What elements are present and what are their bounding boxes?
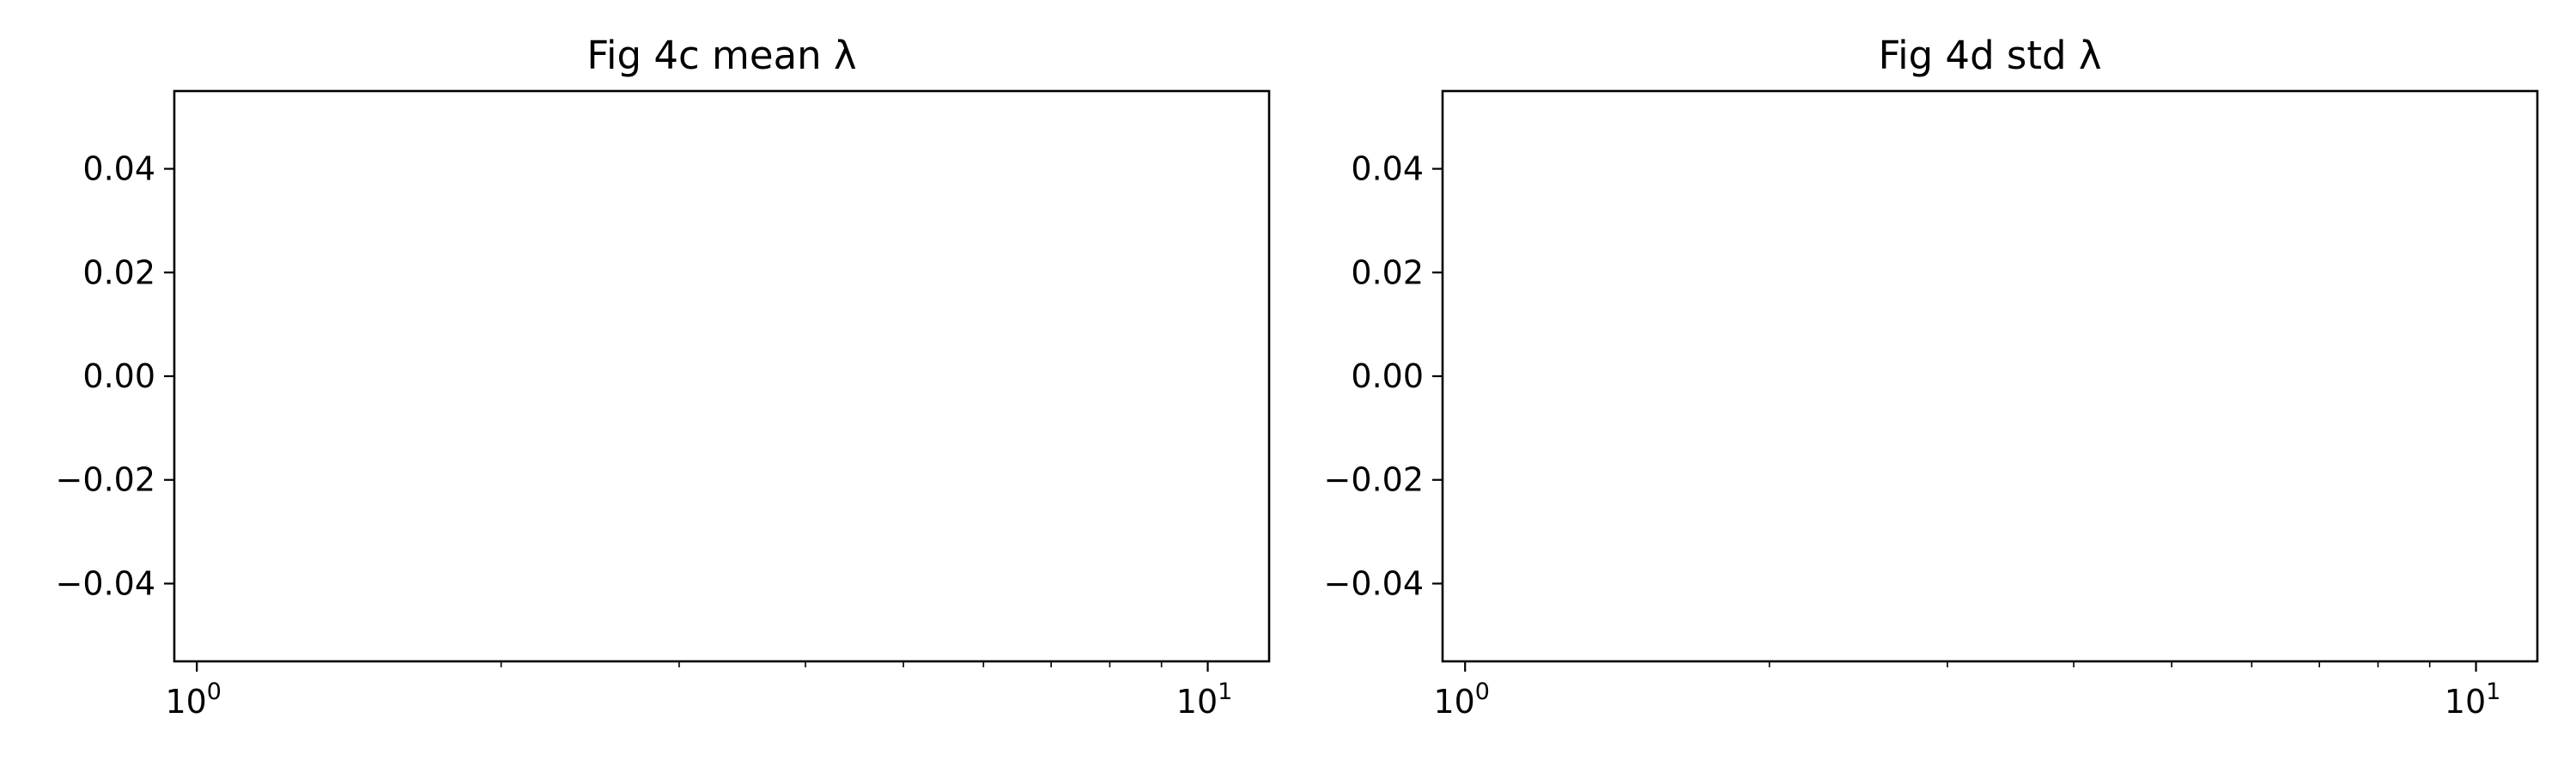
plot-area-frame — [1441, 89, 2539, 663]
x-tick-label: 100 — [1433, 679, 1490, 721]
x-tick-base: 10 — [1433, 683, 1474, 721]
x-tick-exponent: 0 — [1475, 679, 1490, 705]
y-axis: 0.04 0.02 0.00 −0.02 −0.04 — [56, 150, 174, 602]
y-tick-label: 0.00 — [82, 357, 155, 395]
y-tick-label: −0.02 — [56, 461, 155, 499]
chart-title: Fig 4d std λ — [1878, 33, 2101, 78]
y-tick-label: 0.02 — [82, 253, 155, 291]
plot-area-frame — [173, 89, 1271, 663]
y-tick-label: 0.04 — [82, 150, 155, 188]
x-tick-label: 101 — [2445, 679, 2501, 721]
x-axis: 100 101 — [1433, 661, 2500, 721]
x-tick-base: 10 — [2445, 683, 2486, 721]
y-axis: 0.04 0.02 0.00 −0.02 −0.04 — [1324, 150, 1443, 602]
x-tick-label: 100 — [165, 679, 222, 721]
y-tick-label: −0.04 — [1324, 564, 1424, 602]
y-tick-label: 0.02 — [1351, 253, 1424, 291]
x-tick-exponent: 1 — [2486, 679, 2500, 705]
panel-fig-4d: Fig 4d std λ 0.040.020.00−0.02−0.04 100 1… — [1324, 33, 2539, 721]
x-tick-label: 101 — [1176, 679, 1233, 721]
y-tick-label: −0.04 — [56, 564, 155, 602]
x-tick-exponent: 1 — [1218, 679, 1232, 705]
y-tick-label: 0.04 — [1351, 150, 1424, 188]
x-axis: 100 101 — [165, 661, 1232, 721]
y-tick-label: −0.02 — [1324, 461, 1424, 499]
panel-fig-4c: Fig 4c mean λ 0.040.020.00−0.02−0.04 100… — [56, 33, 1271, 721]
y-tick-label: 0.00 — [1351, 357, 1424, 395]
x-tick-base: 10 — [165, 683, 206, 721]
x-tick-base: 10 — [1176, 683, 1218, 721]
x-tick-exponent: 0 — [207, 679, 222, 705]
chart-title: Fig 4c mean λ — [586, 33, 856, 78]
